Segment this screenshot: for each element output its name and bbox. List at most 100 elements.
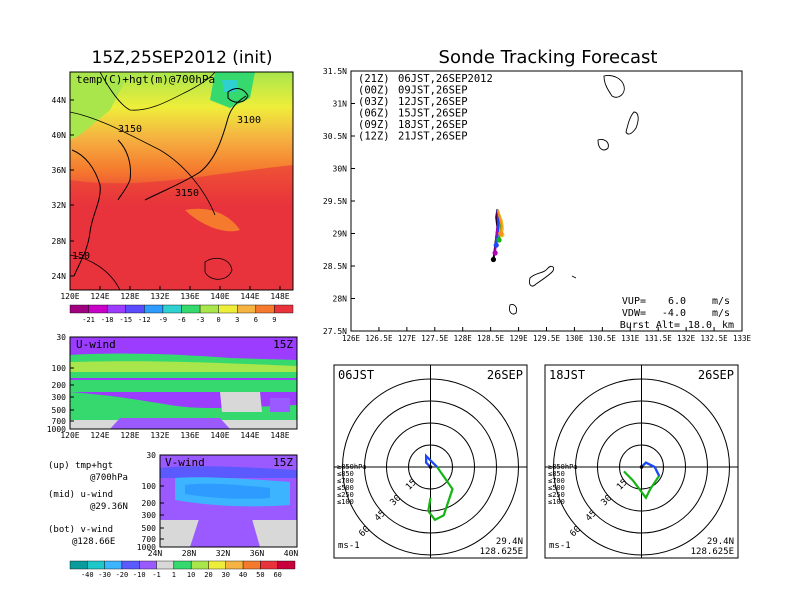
island-north: [603, 75, 625, 98]
burst-value: 18.0: [688, 320, 712, 331]
tracking-lon-tick: 130.5E: [589, 334, 617, 343]
vup-unit: m/s: [712, 296, 730, 307]
u-pressure-tick: 300: [52, 393, 67, 402]
tracking-lat-tick: 27.5N: [323, 327, 347, 336]
v-pressure-tick: 30: [146, 451, 156, 460]
wind-colorbar-label: -10: [133, 571, 146, 579]
wind-colorbar-swatch: [173, 560, 192, 570]
vdw-name: VDW=: [622, 308, 646, 319]
colorbar-swatch: [162, 304, 182, 314]
legend-code: (06Z): [358, 108, 390, 120]
tracking-lat-tick: 30.5N: [323, 132, 347, 141]
v-lat-tick: 32N: [216, 549, 231, 558]
tracking-lon-ticks: 126E 126.5E 127E 127.5E 128E 128.5E 129E 129.5E…: [342, 327, 752, 343]
tracking-lon-tick: 127E: [398, 334, 417, 343]
wind-colorbar-label: 1: [172, 571, 176, 579]
colorbar-label: 6: [254, 316, 258, 324]
landing-point: [492, 250, 498, 256]
hodograph-time: 06JST: [338, 368, 374, 382]
tracking-lon-tick: 128E: [454, 334, 473, 343]
korea-coast: [117, 139, 131, 201]
colorbar-label: -12: [138, 316, 151, 324]
landing-point: [496, 237, 502, 243]
map-lon-tick: 136E: [180, 292, 199, 301]
island-tokunoshima: [509, 304, 517, 315]
v-wind-frame: [159, 454, 298, 548]
tracking-lon-tick: 132E: [677, 334, 696, 343]
colorbar-swatch: [88, 304, 108, 314]
u-easterly-zone: [270, 398, 290, 412]
map-lon-tick: 140E: [210, 292, 229, 301]
tracking-params: VUP= 6.0 m/s VDW= -4.0 m/s Burst Alt= 18…: [620, 296, 734, 331]
legend-time: 21JST,26SEP: [398, 131, 468, 143]
wind-colorbar-swatch: [208, 560, 226, 570]
tracking-lon-tick: 132.5E: [701, 334, 729, 343]
hodograph-level-label: ≤100: [337, 498, 354, 506]
tracking-lat-tick: 31N: [333, 100, 348, 109]
hodograph-level-label: ≥850hPa: [548, 463, 578, 471]
v-pressure-tick: 1000: [137, 543, 156, 552]
hodograph-level-label: ≤850: [337, 470, 354, 478]
tracking-panel: (21Z) 06JST,26SEP2012 (00Z) 09JST,26SEP (03Z…: [323, 67, 752, 343]
hokkaido-coast: [227, 88, 249, 103]
colorbar-label: -21: [82, 316, 95, 324]
u-lon-tick: 140E: [210, 431, 229, 440]
legend-code: (00Z): [358, 85, 390, 97]
temperature-map-panel: temp(C)+hgt(m)@700hPa 3100 3150 3150 150…: [52, 71, 294, 324]
u-lon-tick: 144E: [240, 431, 259, 440]
hodograph-level-label: ≤850: [548, 470, 565, 478]
wind-colorbar-swatch: [190, 560, 209, 570]
contour-3100-north: [99, 72, 216, 111]
u-pressure-tick: 100: [52, 364, 67, 373]
japan-coast: [144, 95, 247, 201]
legend-code: (21Z): [358, 73, 390, 85]
colorbar-swatch: [144, 304, 164, 314]
u-lon-tick: 124E: [90, 431, 109, 440]
colorbar-swatch: [106, 304, 126, 314]
hodograph-trace-upper: [640, 461, 661, 477]
tracking-lat-ticks: 31.5N 31N 30.5N 30N 29.5N 29N 28.5N 28N 27.5N: [323, 67, 355, 336]
u-lon-tick: 128E: [120, 431, 139, 440]
hodograph-unit: ms-1: [549, 541, 571, 551]
tracking-legend: (21Z) 06JST,26SEP2012 (00Z) 09JST,26SEP (03Z…: [358, 73, 493, 143]
wind-colorbar-swatch: [87, 560, 105, 570]
u-pressure-tick: 200: [52, 381, 67, 390]
wind-colorbar-label: -20: [116, 571, 129, 579]
legend-time: 12JST,26SEP: [398, 96, 468, 108]
contour-label: 3150: [175, 188, 199, 199]
hodograph-level-label: ≥850hPa: [337, 463, 367, 471]
tracking-lon-tick: 126E: [342, 334, 361, 343]
colorbar-label: -6: [177, 316, 185, 324]
wind-colorbar-label: 50: [256, 571, 264, 579]
vup-name: VUP=: [622, 296, 646, 307]
temperature-colorbar: -21 -18 -15 -12 -9 -6 -3 0 3 6 9: [69, 304, 294, 324]
wind-colorbar-swatch: [156, 560, 175, 570]
hodograph-lon: 128.625E: [480, 547, 523, 557]
u-pressure-tick: 500: [52, 406, 67, 415]
legend-time: 06JST,26SEP2012: [398, 73, 493, 85]
colorbar-label: 0: [217, 316, 221, 324]
landing-point: [490, 256, 497, 263]
hodograph-level-label: ≤500: [337, 484, 354, 492]
contour-label: 3100: [237, 115, 261, 126]
note-mid-title: (mid) u-wind: [48, 490, 113, 500]
map-lat-tick: 24N: [52, 272, 67, 281]
legend-time: 09JST,26SEP: [398, 85, 468, 97]
wind-colorbar-label: 40: [239, 571, 247, 579]
tracking-lon-tick: 129E: [510, 334, 529, 343]
tracking-lat-tick: 28.5N: [323, 262, 347, 271]
wind-colorbar-swatch: [225, 560, 244, 570]
vdw-unit: m/s: [712, 308, 730, 319]
note-up-title: (up) tmp+hgt: [48, 461, 113, 471]
v-pressure-tick: 200: [142, 499, 157, 508]
wind-colorbar-label: 10: [187, 571, 195, 579]
v-lat-tick: 40N: [284, 549, 299, 558]
tracking-lon-tick: 128.5E: [477, 334, 505, 343]
wind-colorbar-swatch: [277, 560, 296, 570]
legend-code: (03Z): [358, 96, 390, 108]
tracking-lat-tick: 28N: [333, 295, 348, 304]
v-pressure-tick: 700: [142, 535, 157, 544]
